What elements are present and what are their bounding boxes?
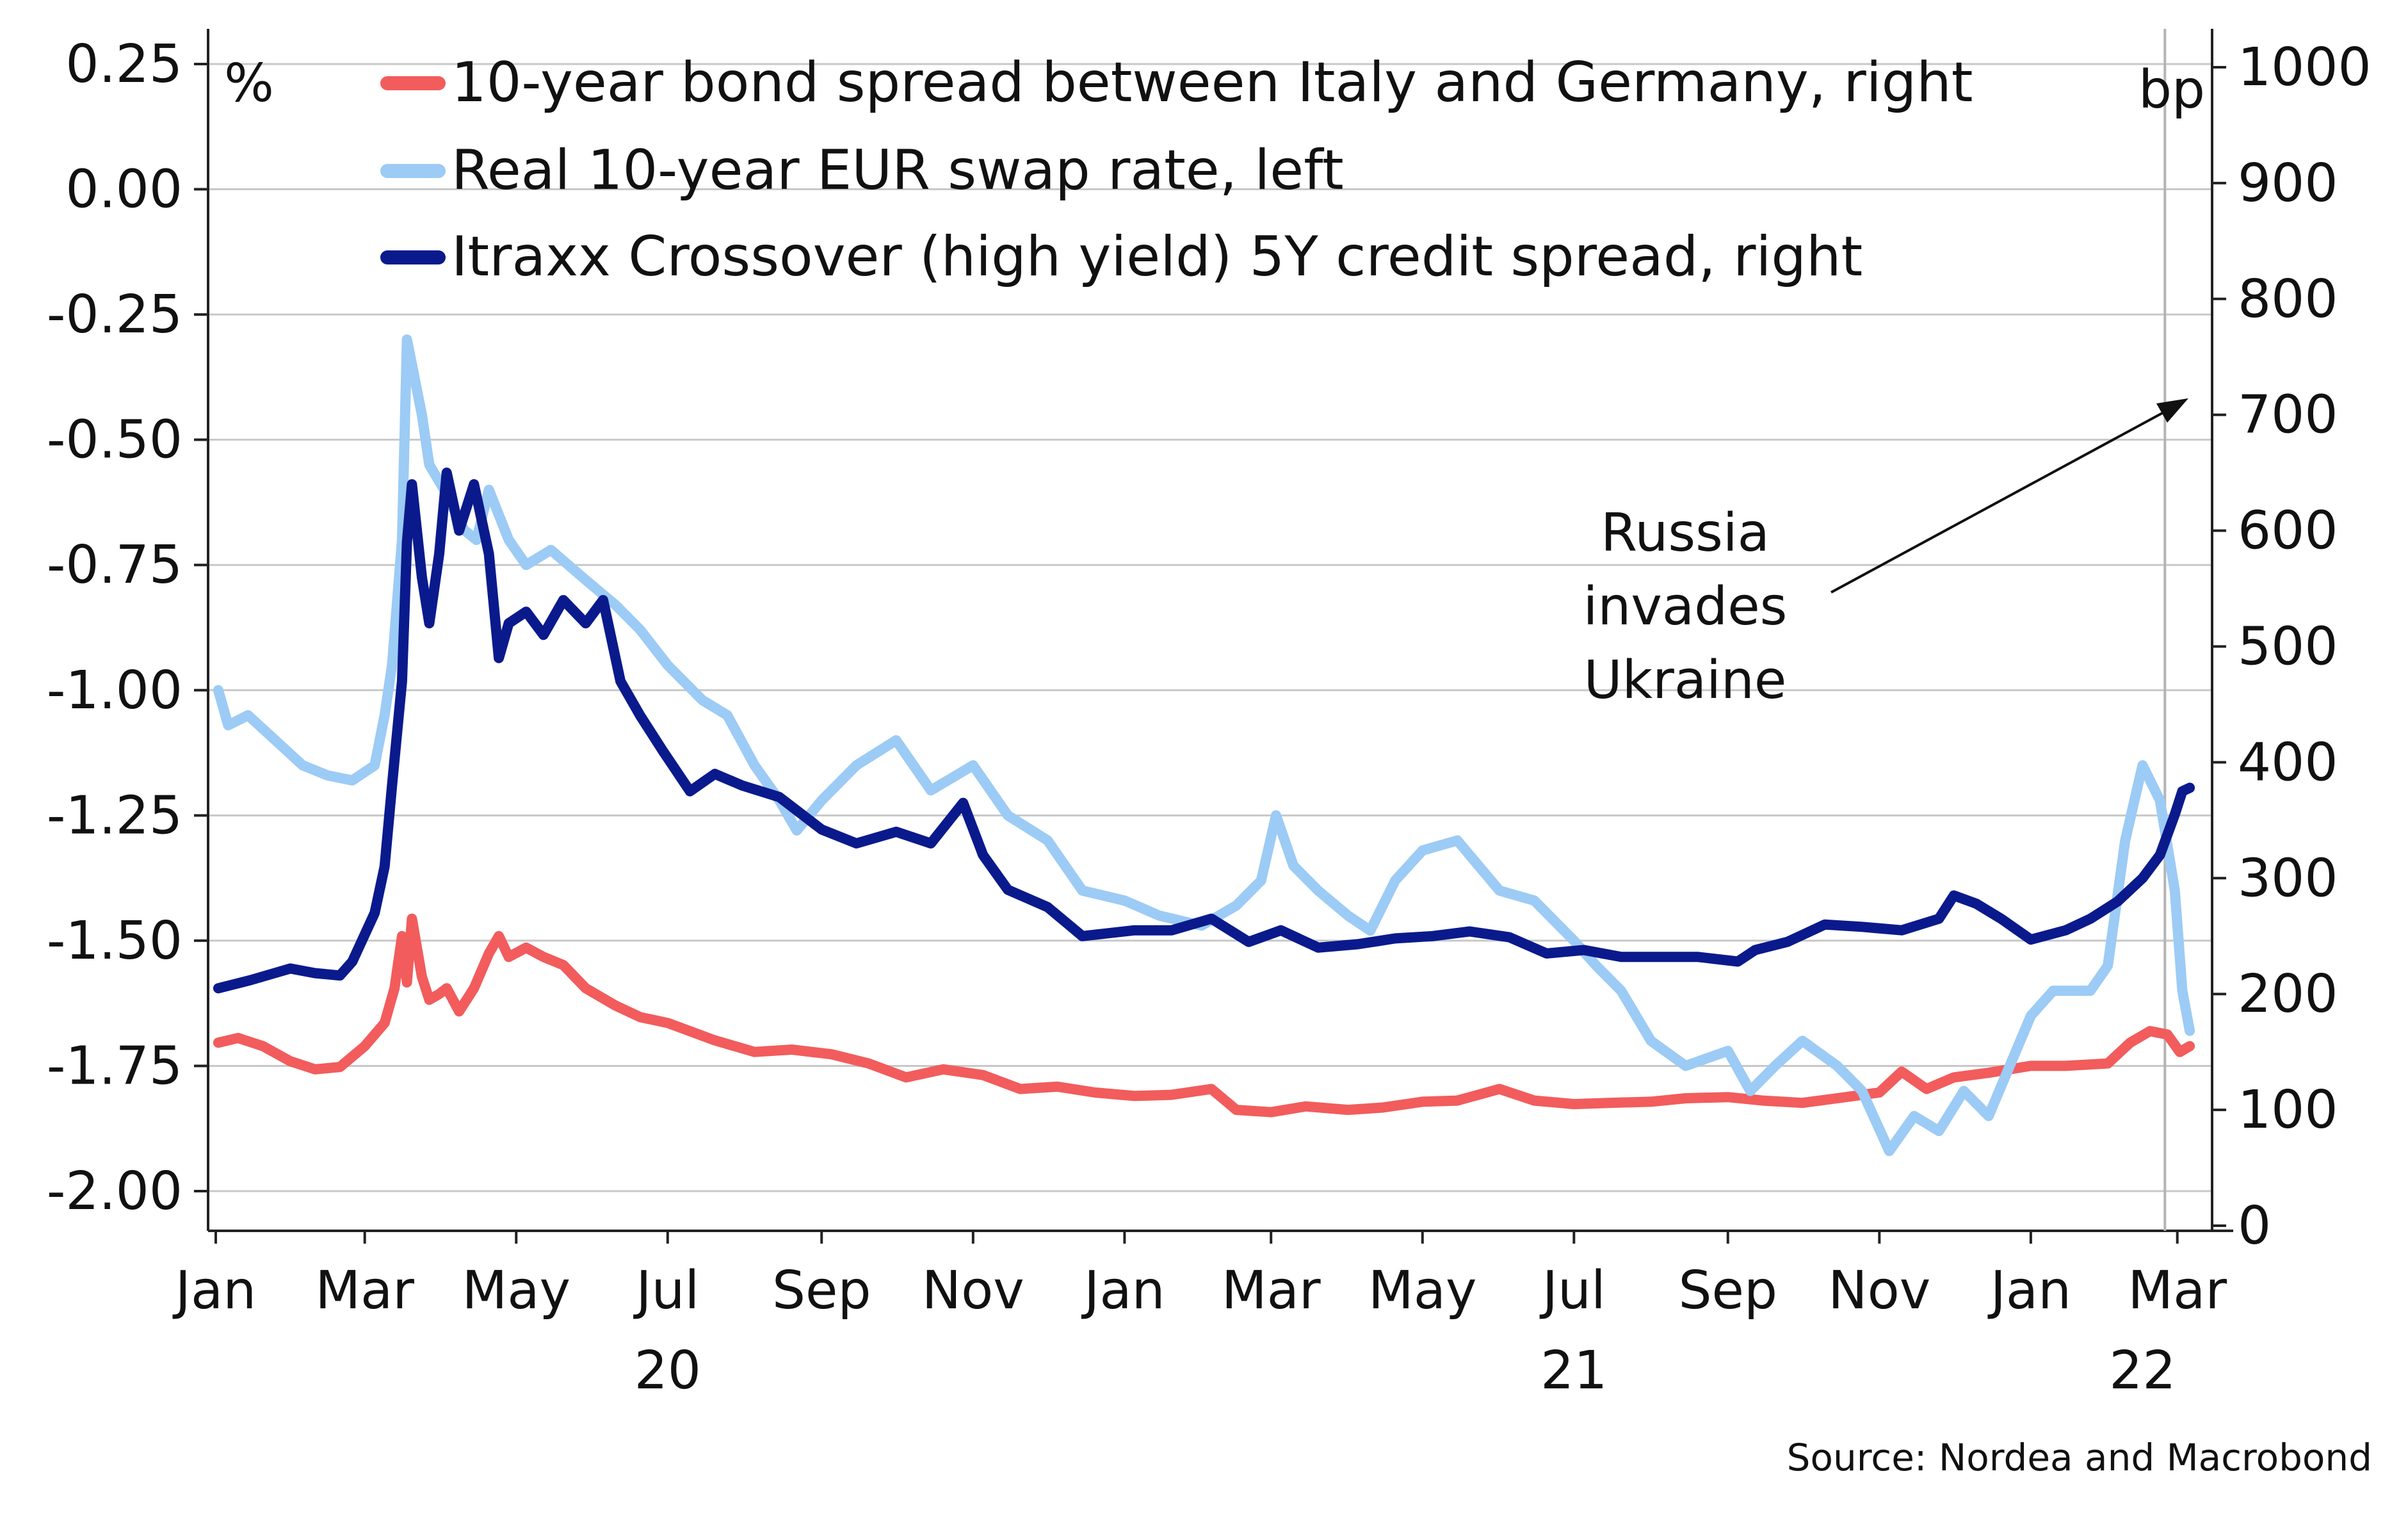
x-tick-label: Jul: [1539, 1260, 1606, 1321]
left-tick-label: -1.00: [47, 660, 182, 721]
gridlines: [208, 63, 2212, 1192]
left-tick-label: -0.75: [47, 535, 182, 596]
axes: [207, 29, 2233, 1232]
x-axis-ticks: Jan Mar May Jul Sep Nov Jan Mar May Jul Sep Nov Jan M…: [172, 1231, 2227, 1401]
right-tick-label: 200: [2238, 964, 2338, 1025]
series-line-0: [213, 913, 2195, 1117]
annotation-line-1: Russia: [1601, 503, 1770, 564]
right-tick-label: 100: [2238, 1080, 2338, 1141]
left-tick-label: -2.00: [47, 1161, 182, 1222]
x-year-label: 21: [1540, 1340, 1607, 1401]
x-tick-label: Jan: [1987, 1260, 2071, 1321]
left-unit-label: %: [224, 53, 274, 114]
x-tick-label: May: [1368, 1260, 1477, 1321]
legend-label-0: 10-year bond spread between Italy and Ge…: [451, 51, 1973, 115]
left-tick-label: 0.25: [65, 34, 182, 95]
left-axis-ticks: 0.25 0.00 -0.25 -0.50 -0.75 -1.00 -1.25 -1.50 -1…: [47, 34, 208, 1222]
x-tick-label: Nov: [922, 1260, 1024, 1321]
series-line-1: [213, 334, 2195, 1157]
x-tick-label: May: [462, 1260, 570, 1321]
x-tick-label: Nov: [1828, 1260, 1930, 1321]
x-tick-label: Jan: [1081, 1260, 1165, 1321]
right-tick-label: 700: [2238, 385, 2338, 446]
right-unit-label: bp: [2138, 60, 2205, 120]
right-tick-label: 900: [2238, 153, 2338, 214]
right-tick-label: 400: [2238, 732, 2338, 793]
right-tick-label: 600: [2238, 501, 2338, 562]
legend: 10-year bond spread between Italy and Ge…: [380, 51, 1973, 289]
legend-label-2: Itraxx Crossover (high yield) 5Y credit …: [451, 225, 1863, 289]
right-tick-label: 1000: [2238, 37, 2372, 98]
x-year-label: 22: [2109, 1340, 2176, 1401]
source-note: Source: Nordea and Macrobond: [1787, 1436, 2372, 1479]
left-tick-label: -0.25: [47, 284, 182, 345]
right-tick-label: 300: [2238, 848, 2338, 909]
annotation: Russia invades Ukraine: [1583, 398, 2188, 711]
series-line-2: [213, 467, 2195, 994]
x-tick-label: Mar: [2128, 1260, 2227, 1321]
x-tick-label: Mar: [315, 1260, 414, 1321]
left-tick-label: 0.00: [65, 159, 182, 220]
x-tick-label: Mar: [1222, 1260, 1321, 1321]
right-tick-label: 0: [2238, 1196, 2271, 1256]
x-tick-label: Jul: [633, 1260, 699, 1321]
series-lines: [213, 334, 2195, 1157]
x-tick-label: Jan: [172, 1260, 256, 1321]
right-tick-label: 800: [2238, 269, 2338, 330]
annotation-arrow-line: [1830, 402, 2181, 594]
right-tick-label: 500: [2238, 617, 2338, 678]
x-tick-label: Sep: [772, 1260, 871, 1321]
x-year-label: 20: [634, 1340, 701, 1401]
left-tick-label: -1.25: [47, 785, 182, 846]
x-tick-label: Sep: [1678, 1260, 1777, 1321]
left-tick-label: -1.50: [47, 911, 182, 971]
annotation-line-2: invades: [1583, 576, 1788, 637]
annotation-arrow-head: [2156, 398, 2188, 423]
left-tick-label: -1.75: [47, 1036, 182, 1096]
annotation-line-3: Ukraine: [1584, 650, 1787, 711]
legend-label-1: Real 10-year EUR swap rate, left: [451, 138, 1344, 202]
left-tick-label: -0.50: [47, 410, 182, 471]
